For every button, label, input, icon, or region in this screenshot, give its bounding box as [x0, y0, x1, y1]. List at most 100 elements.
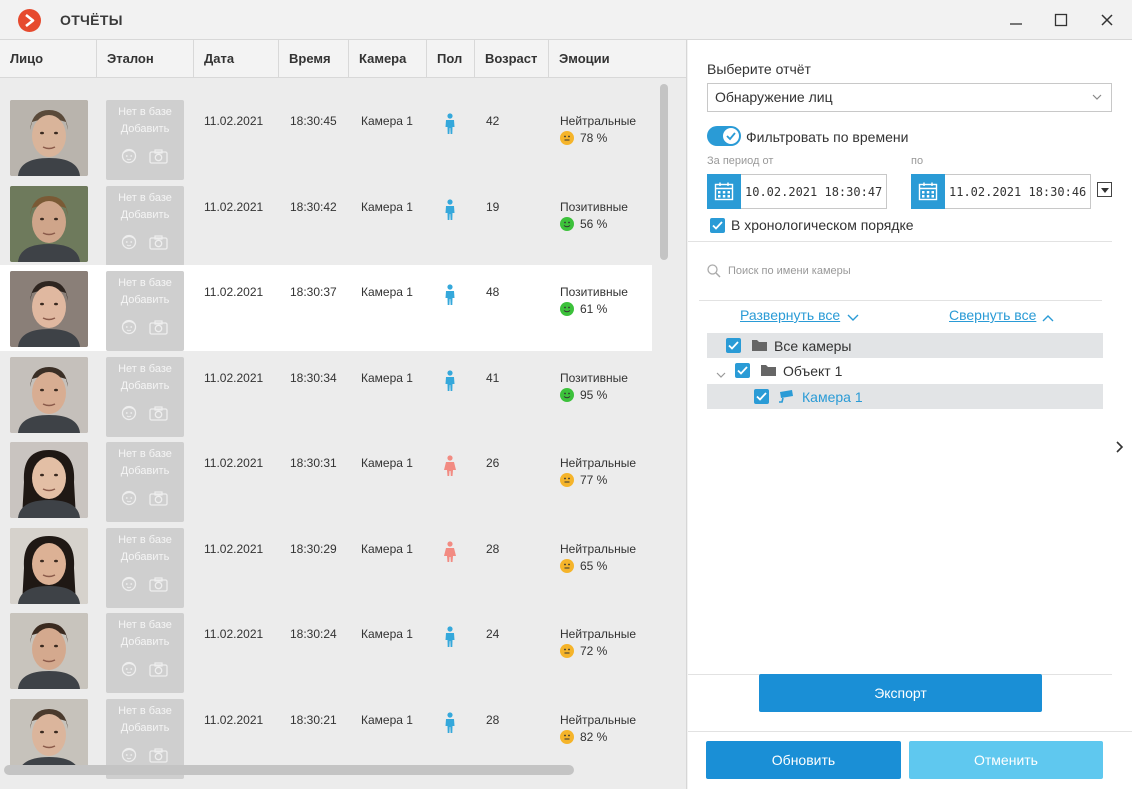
- chevron-up-icon[interactable]: [1042, 310, 1054, 328]
- chevron-right-icon[interactable]: [1116, 440, 1124, 458]
- camera-photo-icon[interactable]: [149, 234, 168, 255]
- report-type-value: Обнаружение лиц: [715, 89, 833, 105]
- camera-photo-icon[interactable]: [149, 320, 168, 340]
- date-cell: 11.02.2021: [204, 627, 264, 641]
- chronological-checkbox[interactable]: [710, 218, 725, 233]
- date-from-field[interactable]: 10.02.2021 18:30:47: [707, 174, 887, 209]
- column-header-camera[interactable]: Камера: [349, 40, 427, 78]
- divider: [688, 241, 1112, 242]
- emotion-label: Нейтральные: [560, 541, 637, 556]
- chevron-down-icon[interactable]: [847, 310, 859, 328]
- face-thumbnail[interactable]: [10, 527, 88, 604]
- collapse-all-link[interactable]: Свернуть все: [949, 307, 1037, 323]
- face-icon[interactable]: [121, 660, 137, 682]
- date-to-field[interactable]: 11.02.2021 18:30:46: [911, 174, 1091, 209]
- add-to-database-link[interactable]: Добавить: [120, 379, 170, 392]
- refresh-button[interactable]: Обновить: [706, 741, 901, 779]
- face-icon[interactable]: [121, 489, 137, 511]
- camera-search-input[interactable]: [728, 258, 1108, 284]
- etalon-status: Нет в базе: [118, 619, 172, 631]
- face-thumbnail[interactable]: [10, 613, 88, 689]
- cancel-button[interactable]: Отменить: [909, 741, 1103, 779]
- add-to-database-link[interactable]: Добавить: [120, 465, 170, 477]
- tree-item-object[interactable]: Объект 1: [707, 358, 1103, 383]
- tree-item-camera[interactable]: Камера 1: [707, 384, 1103, 409]
- report-type-select[interactable]: Обнаружение лиц: [707, 83, 1112, 112]
- face-thumbnail[interactable]: [10, 442, 88, 518]
- male-icon: [443, 198, 457, 221]
- face-thumbnail[interactable]: [10, 100, 88, 176]
- add-to-database-link[interactable]: Добавить: [120, 550, 170, 563]
- horizontal-scrollbar[interactable]: [4, 765, 574, 775]
- time-filter-label: Фильтровать по времени: [746, 129, 909, 145]
- face-thumbnail[interactable]: [10, 698, 88, 775]
- date-cell: 11.02.2021: [204, 114, 264, 128]
- calendar-icon[interactable]: [707, 174, 741, 209]
- table-row[interactable]: Нет в базе Добавить 11.02.2021 18:30:45 …: [0, 94, 652, 180]
- table-row[interactable]: Нет в базе Добавить 11.02.2021 18:30:29 …: [0, 522, 652, 608]
- close-button[interactable]: [1094, 8, 1120, 32]
- column-header-etalon[interactable]: Эталон: [97, 40, 194, 78]
- camera-photo-icon[interactable]: [149, 662, 168, 682]
- table-row[interactable]: Нет в базе Добавить 11.02.2021 18:30:34 …: [0, 351, 652, 437]
- face-icon[interactable]: [121, 147, 137, 169]
- table-row[interactable]: Нет в базе Добавить 11.02.2021 18:30:31 …: [0, 436, 652, 522]
- emotion-confidence: 82 %: [560, 729, 607, 746]
- positive-emoji-icon: [560, 302, 574, 316]
- maximize-button[interactable]: [1048, 8, 1074, 32]
- add-to-database-link[interactable]: Добавить: [120, 636, 170, 648]
- etalon-status: Нет в базе: [118, 277, 172, 289]
- table-row[interactable]: Нет в базе Добавить 11.02.2021 18:30:42 …: [0, 180, 652, 266]
- camera-checkbox[interactable]: [754, 389, 769, 404]
- period-dropdown-button[interactable]: [1097, 182, 1112, 197]
- object-checkbox[interactable]: [735, 363, 750, 378]
- tree-item-all-cameras[interactable]: Все камеры: [707, 333, 1103, 358]
- export-button[interactable]: Экспорт: [759, 674, 1042, 712]
- expand-all-link[interactable]: Развернуть все: [740, 307, 841, 323]
- table-row[interactable]: Нет в базе Добавить 11.02.2021 18:30:21 …: [0, 693, 652, 779]
- column-header-date[interactable]: Дата: [194, 40, 279, 78]
- face-icon[interactable]: [121, 404, 137, 426]
- time-cell: 18:30:37: [290, 285, 337, 299]
- face-thumbnail[interactable]: [10, 185, 88, 262]
- calendar-icon[interactable]: [911, 174, 945, 209]
- add-to-database-link[interactable]: Добавить: [120, 294, 170, 306]
- face-icon[interactable]: [121, 575, 137, 597]
- camera-photo-icon[interactable]: [149, 149, 168, 169]
- camera-photo-icon[interactable]: [149, 405, 168, 426]
- camera-photo-icon[interactable]: [149, 747, 168, 768]
- add-to-database-link[interactable]: Добавить: [120, 123, 170, 135]
- emotion-confidence: 65 %: [560, 558, 607, 575]
- confidence-value: 61 %: [580, 302, 608, 316]
- vertical-scrollbar[interactable]: [660, 84, 668, 260]
- table-row[interactable]: Нет в базе Добавить 11.02.2021 18:30:24 …: [0, 607, 652, 693]
- face-thumbnail[interactable]: [10, 271, 88, 347]
- face-icon[interactable]: [121, 318, 137, 340]
- column-header-time[interactable]: Время: [279, 40, 349, 78]
- add-to-database-link[interactable]: Добавить: [120, 721, 170, 734]
- column-header-emotions[interactable]: Эмоции: [559, 51, 610, 66]
- emotion-confidence: 95 %: [560, 387, 607, 404]
- emotion-label: Нейтральные: [560, 627, 637, 641]
- positive-emoji-icon: [560, 216, 574, 231]
- chevron-down-icon[interactable]: [716, 366, 726, 384]
- column-header-face[interactable]: Лицо: [0, 40, 97, 78]
- etalon-cell: Нет в базе Добавить: [106, 442, 184, 522]
- table-row[interactable]: Нет в базе Добавить 11.02.2021 18:30:37 …: [0, 265, 652, 351]
- confidence-value: 72 %: [580, 644, 608, 658]
- minimize-button[interactable]: [1003, 8, 1029, 32]
- add-to-database-link[interactable]: Добавить: [120, 208, 170, 221]
- column-header-age[interactable]: Возраст: [475, 40, 549, 78]
- face-icon[interactable]: [121, 233, 137, 255]
- camera-cell: Камера 1: [361, 627, 413, 641]
- face-icon[interactable]: [121, 746, 137, 768]
- tree-label-camera: Камера 1: [802, 389, 863, 405]
- emotion-label: Нейтральные: [560, 712, 637, 727]
- all-cameras-checkbox[interactable]: [726, 338, 741, 353]
- time-filter-toggle[interactable]: [707, 126, 741, 146]
- face-thumbnail[interactable]: [10, 356, 88, 433]
- camera-photo-icon[interactable]: [149, 491, 168, 511]
- camera-photo-icon[interactable]: [149, 576, 168, 597]
- time-cell: 18:30:45: [290, 114, 337, 128]
- column-header-gender[interactable]: Пол: [427, 40, 475, 78]
